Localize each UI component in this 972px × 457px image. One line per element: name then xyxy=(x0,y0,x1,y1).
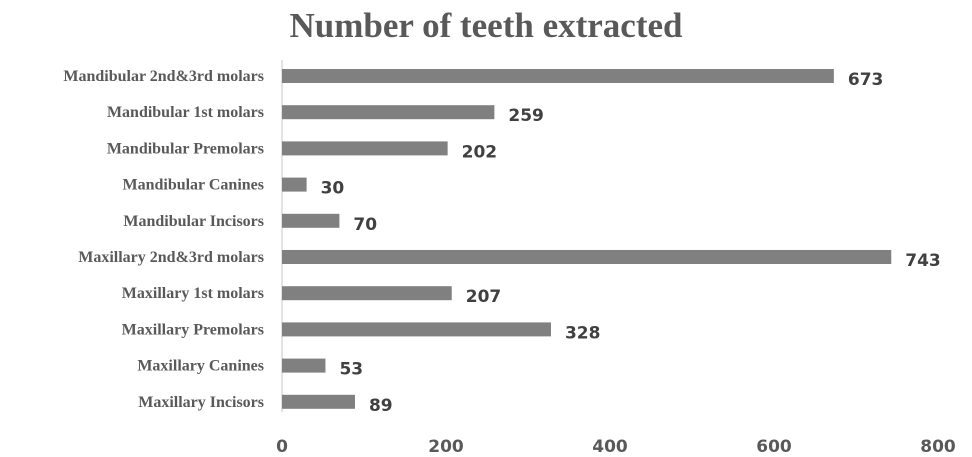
chart-title: Number of teeth extracted xyxy=(289,6,683,45)
category-label: Mandibular 2nd&3rd molars xyxy=(63,68,264,85)
value-labels: 673 259 202 30 70 743 207 328 53 89 xyxy=(321,70,941,416)
x-tick-label: 800 xyxy=(920,437,956,457)
bar xyxy=(282,69,834,83)
x-tick-label: 0 xyxy=(276,437,288,457)
category-label: Maxillary Incisors xyxy=(138,394,264,411)
value-label: 30 xyxy=(321,179,345,199)
category-label: Maxillary Premolars xyxy=(122,321,264,338)
value-label: 202 xyxy=(462,142,498,162)
bar xyxy=(282,286,452,301)
bar xyxy=(282,394,355,409)
x-tick-label: 600 xyxy=(756,437,792,457)
value-label: 328 xyxy=(565,323,601,343)
value-label: 70 xyxy=(353,215,377,235)
bars-group xyxy=(282,69,892,409)
bar xyxy=(282,141,448,156)
category-label: Maxillary 1st molars xyxy=(122,285,264,302)
category-labels: Mandibular 2nd&3rd molars Mandibular 1st … xyxy=(63,68,264,411)
category-label: Mandibular Premolars xyxy=(107,140,264,157)
category-label: Mandibular Canines xyxy=(122,177,264,194)
value-label: 259 xyxy=(508,106,544,126)
category-label: Maxillary Canines xyxy=(137,358,264,375)
x-axis-tick-labels: 0 200 400 600 800 xyxy=(276,437,956,457)
bar xyxy=(282,322,551,337)
x-tick-label: 400 xyxy=(592,437,628,457)
category-label: Maxillary 2nd&3rd molars xyxy=(78,249,264,266)
value-label: 89 xyxy=(369,396,393,416)
value-label: 743 xyxy=(905,251,941,271)
bar xyxy=(282,177,307,192)
bar xyxy=(282,105,495,120)
value-label: 53 xyxy=(339,360,363,380)
x-tick-label: 200 xyxy=(428,437,464,457)
bar xyxy=(282,250,892,264)
value-label: 207 xyxy=(466,287,502,307)
bar xyxy=(282,213,340,228)
category-label: Mandibular Incisors xyxy=(123,213,264,230)
category-label: Mandibular 1st molars xyxy=(107,104,264,121)
value-label: 673 xyxy=(848,70,884,90)
bar xyxy=(282,358,326,373)
